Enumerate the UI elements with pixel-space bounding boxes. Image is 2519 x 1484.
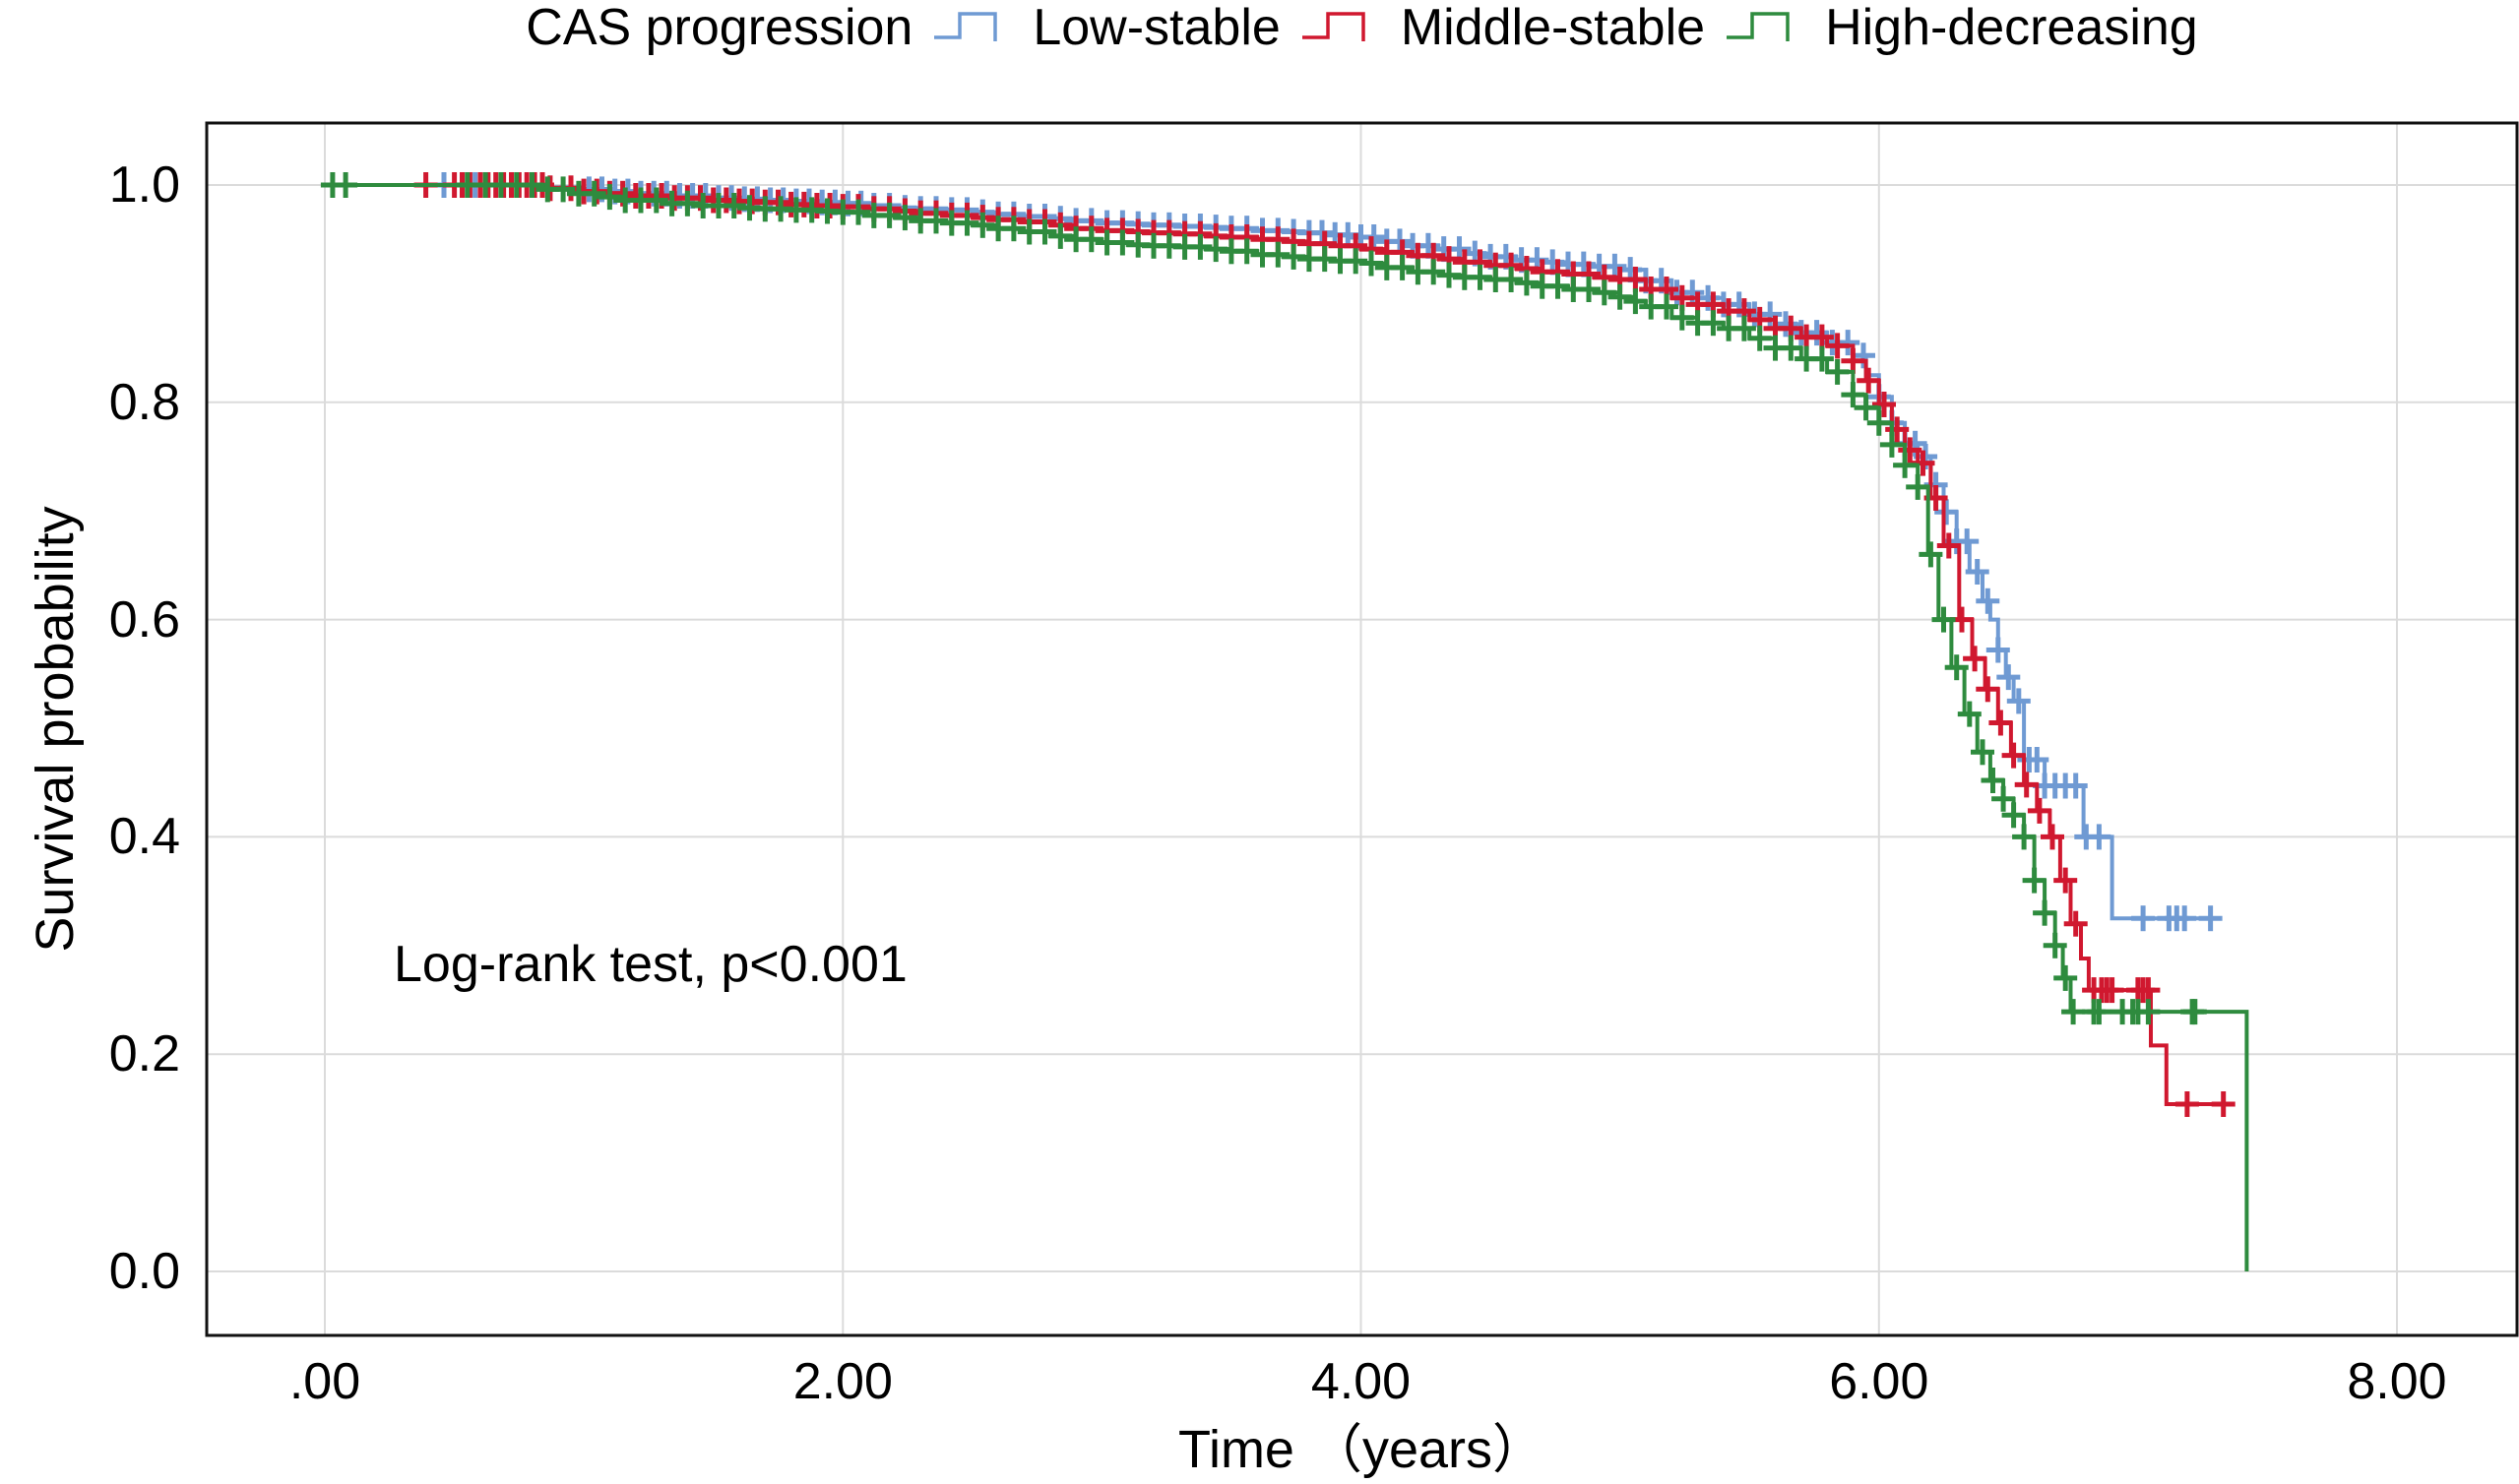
legend-title: CAS progression [526, 0, 913, 56]
x-tick-label-2.00: 2.00 [792, 1353, 893, 1410]
legend-item-low-stable: Low-stable [932, 0, 1281, 56]
series-low-stable [325, 172, 2223, 932]
log-rank-annotation: Log-rank test, p<0.001 [394, 936, 908, 993]
y-tick-label-0.4: 0.4 [108, 808, 180, 866]
legend-item-high-decreasing: High-decreasing [1725, 0, 2198, 55]
x-tick-label-8.00: 8.00 [2347, 1353, 2447, 1410]
legend-step-icon-middle-stable [1301, 12, 1365, 41]
plot-frame [205, 121, 2519, 1337]
series-high-decreasing [320, 172, 2249, 1271]
legend-item-middle-stable: Middle-stable [1300, 0, 1705, 55]
legend-step-icon-low-stable [934, 12, 998, 41]
y-tick-label-0.6: 0.6 [108, 590, 180, 649]
series-high-decreasing-censor-marks [320, 172, 2207, 1025]
legend-label-low-stable: Low-stable [1033, 0, 1281, 56]
legend: CAS progression Low-stable Middle-stable H… [207, 0, 2517, 55]
legend-label-high-decreasing: High-decreasing [1825, 0, 2198, 56]
legend-step-icon-high-decreasing [1727, 12, 1790, 41]
series-low-stable-censor-marks [432, 172, 2223, 932]
legend-items: Low-stable Middle-stable High-decreasing [932, 0, 2198, 56]
x-tick-label-6.00: 6.00 [1829, 1353, 1929, 1410]
legend-label-middle-stable: Middle-stable [1400, 0, 1706, 56]
gridlines [207, 123, 2517, 1335]
x-axis-title: Time （years） [1177, 1420, 1546, 1479]
y-axis-title: Survival probability [26, 506, 85, 953]
x-tick-label-.00: .00 [288, 1353, 361, 1410]
y-tick-label-0.2: 0.2 [108, 1025, 180, 1083]
x-tick-label-4.00: 4.00 [1310, 1353, 1412, 1410]
y-tick-label-0.8: 0.8 [108, 373, 180, 431]
series-high-decreasing-curve [325, 183, 2249, 1271]
y-tick-label-1.0: 1.0 [108, 156, 180, 214]
y-tick-label-0.0: 0.0 [108, 1243, 180, 1300]
